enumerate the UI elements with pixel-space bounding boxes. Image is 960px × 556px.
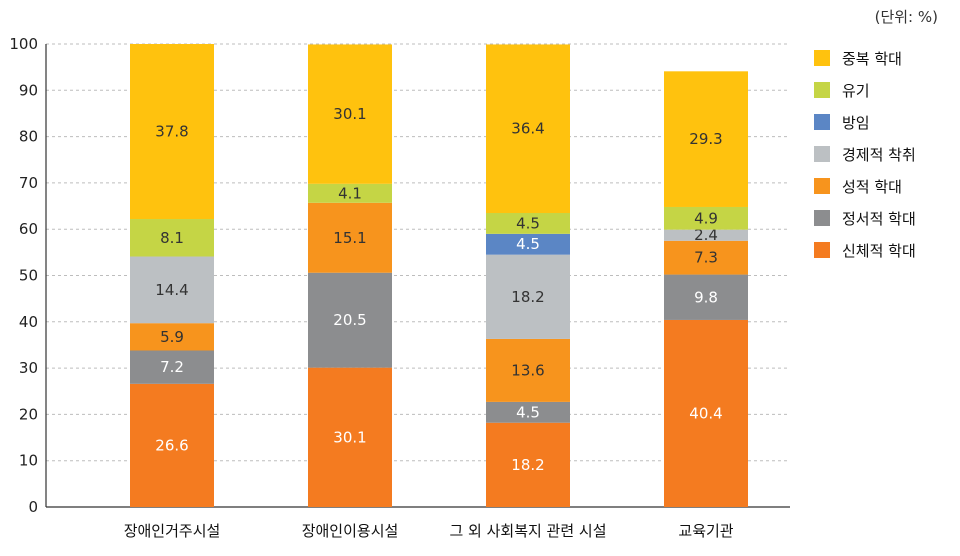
data-label: 9.8 [694,288,718,306]
legend-swatch [814,242,830,258]
data-label: 4.5 [516,403,540,421]
data-label: 30.1 [333,428,366,446]
data-label: 26.6 [155,436,188,454]
bar-segment [130,323,214,351]
bar-segment [664,274,748,320]
bar-segment [664,319,748,507]
bar-segment [486,338,570,402]
y-tick-label: 70 [19,174,38,192]
unit-label: (단위: %) [874,8,938,26]
y-tick-label: 30 [19,359,38,377]
data-label: 15.1 [333,229,366,247]
bar-segment [130,44,214,220]
y-tick-label: 40 [19,313,38,331]
bar-segment [664,71,748,207]
y-tick-label: 10 [19,452,38,470]
bar-segment [486,44,570,213]
data-label: 4.9 [694,209,718,227]
bar-segment [486,401,570,423]
y-tick-label: 60 [19,220,38,238]
data-label: 37.8 [155,123,188,141]
bar-segment [308,202,392,273]
y-tick-label: 20 [19,405,38,423]
data-label: 14.4 [155,281,188,299]
x-category-label: 교육기관 [678,522,733,540]
bar-segment [664,240,748,275]
bar-segment [130,350,214,384]
data-label: 4.5 [516,235,540,253]
legend-label: 정서적 학대 [842,210,916,228]
bar-segment [486,233,570,255]
legend-label: 신체적 학대 [842,242,916,260]
x-category-label: 그 외 사회복지 관련 시설 [449,522,606,540]
bar-segment [486,422,570,507]
data-label: 7.2 [160,358,184,376]
legend-label: 중복 학대 [842,50,902,68]
data-label: 7.3 [694,249,718,267]
y-tick-label: 100 [9,35,38,53]
data-label: 2.4 [694,226,718,244]
x-category-label: 장애인이용시설 [302,522,399,540]
bar-segment [664,206,748,230]
bar-segment [308,44,392,184]
bar-segment [130,256,214,324]
data-label: 36.4 [511,120,544,138]
legend-label: 유기 [842,82,870,100]
legend-label: 경제적 착취 [842,146,916,164]
data-label: 4.1 [338,184,362,202]
bar-segment [486,212,570,234]
data-label: 30.1 [333,105,366,123]
bar-segment [308,183,392,203]
bar-segment [308,367,392,507]
data-label: 18.2 [511,456,544,474]
data-label: 40.4 [689,404,722,422]
y-tick-label: 80 [19,128,38,146]
legend-swatch [814,114,830,130]
bar-segment [130,383,214,507]
data-label: 20.5 [333,311,366,329]
y-tick-label: 50 [19,267,38,285]
legend-swatch [814,210,830,226]
data-label: 4.5 [516,214,540,232]
legend-swatch [814,50,830,66]
data-label: 8.1 [160,229,184,247]
data-label: 13.6 [511,361,544,379]
bar-segment [308,272,392,368]
data-label: 29.3 [689,130,722,148]
bar-segment [664,229,748,241]
bar-segment [130,219,214,257]
legend-swatch [814,178,830,194]
legend-swatch [814,146,830,162]
legend-label: 방임 [842,114,870,132]
x-category-label: 장애인거주시설 [124,522,221,540]
data-label: 5.9 [160,328,184,346]
y-tick-label: 0 [28,498,38,516]
legend-swatch [814,82,830,98]
bar-segment [486,254,570,339]
y-tick-label: 90 [19,81,38,99]
data-label: 18.2 [511,288,544,306]
legend-label: 성적 학대 [842,178,902,196]
